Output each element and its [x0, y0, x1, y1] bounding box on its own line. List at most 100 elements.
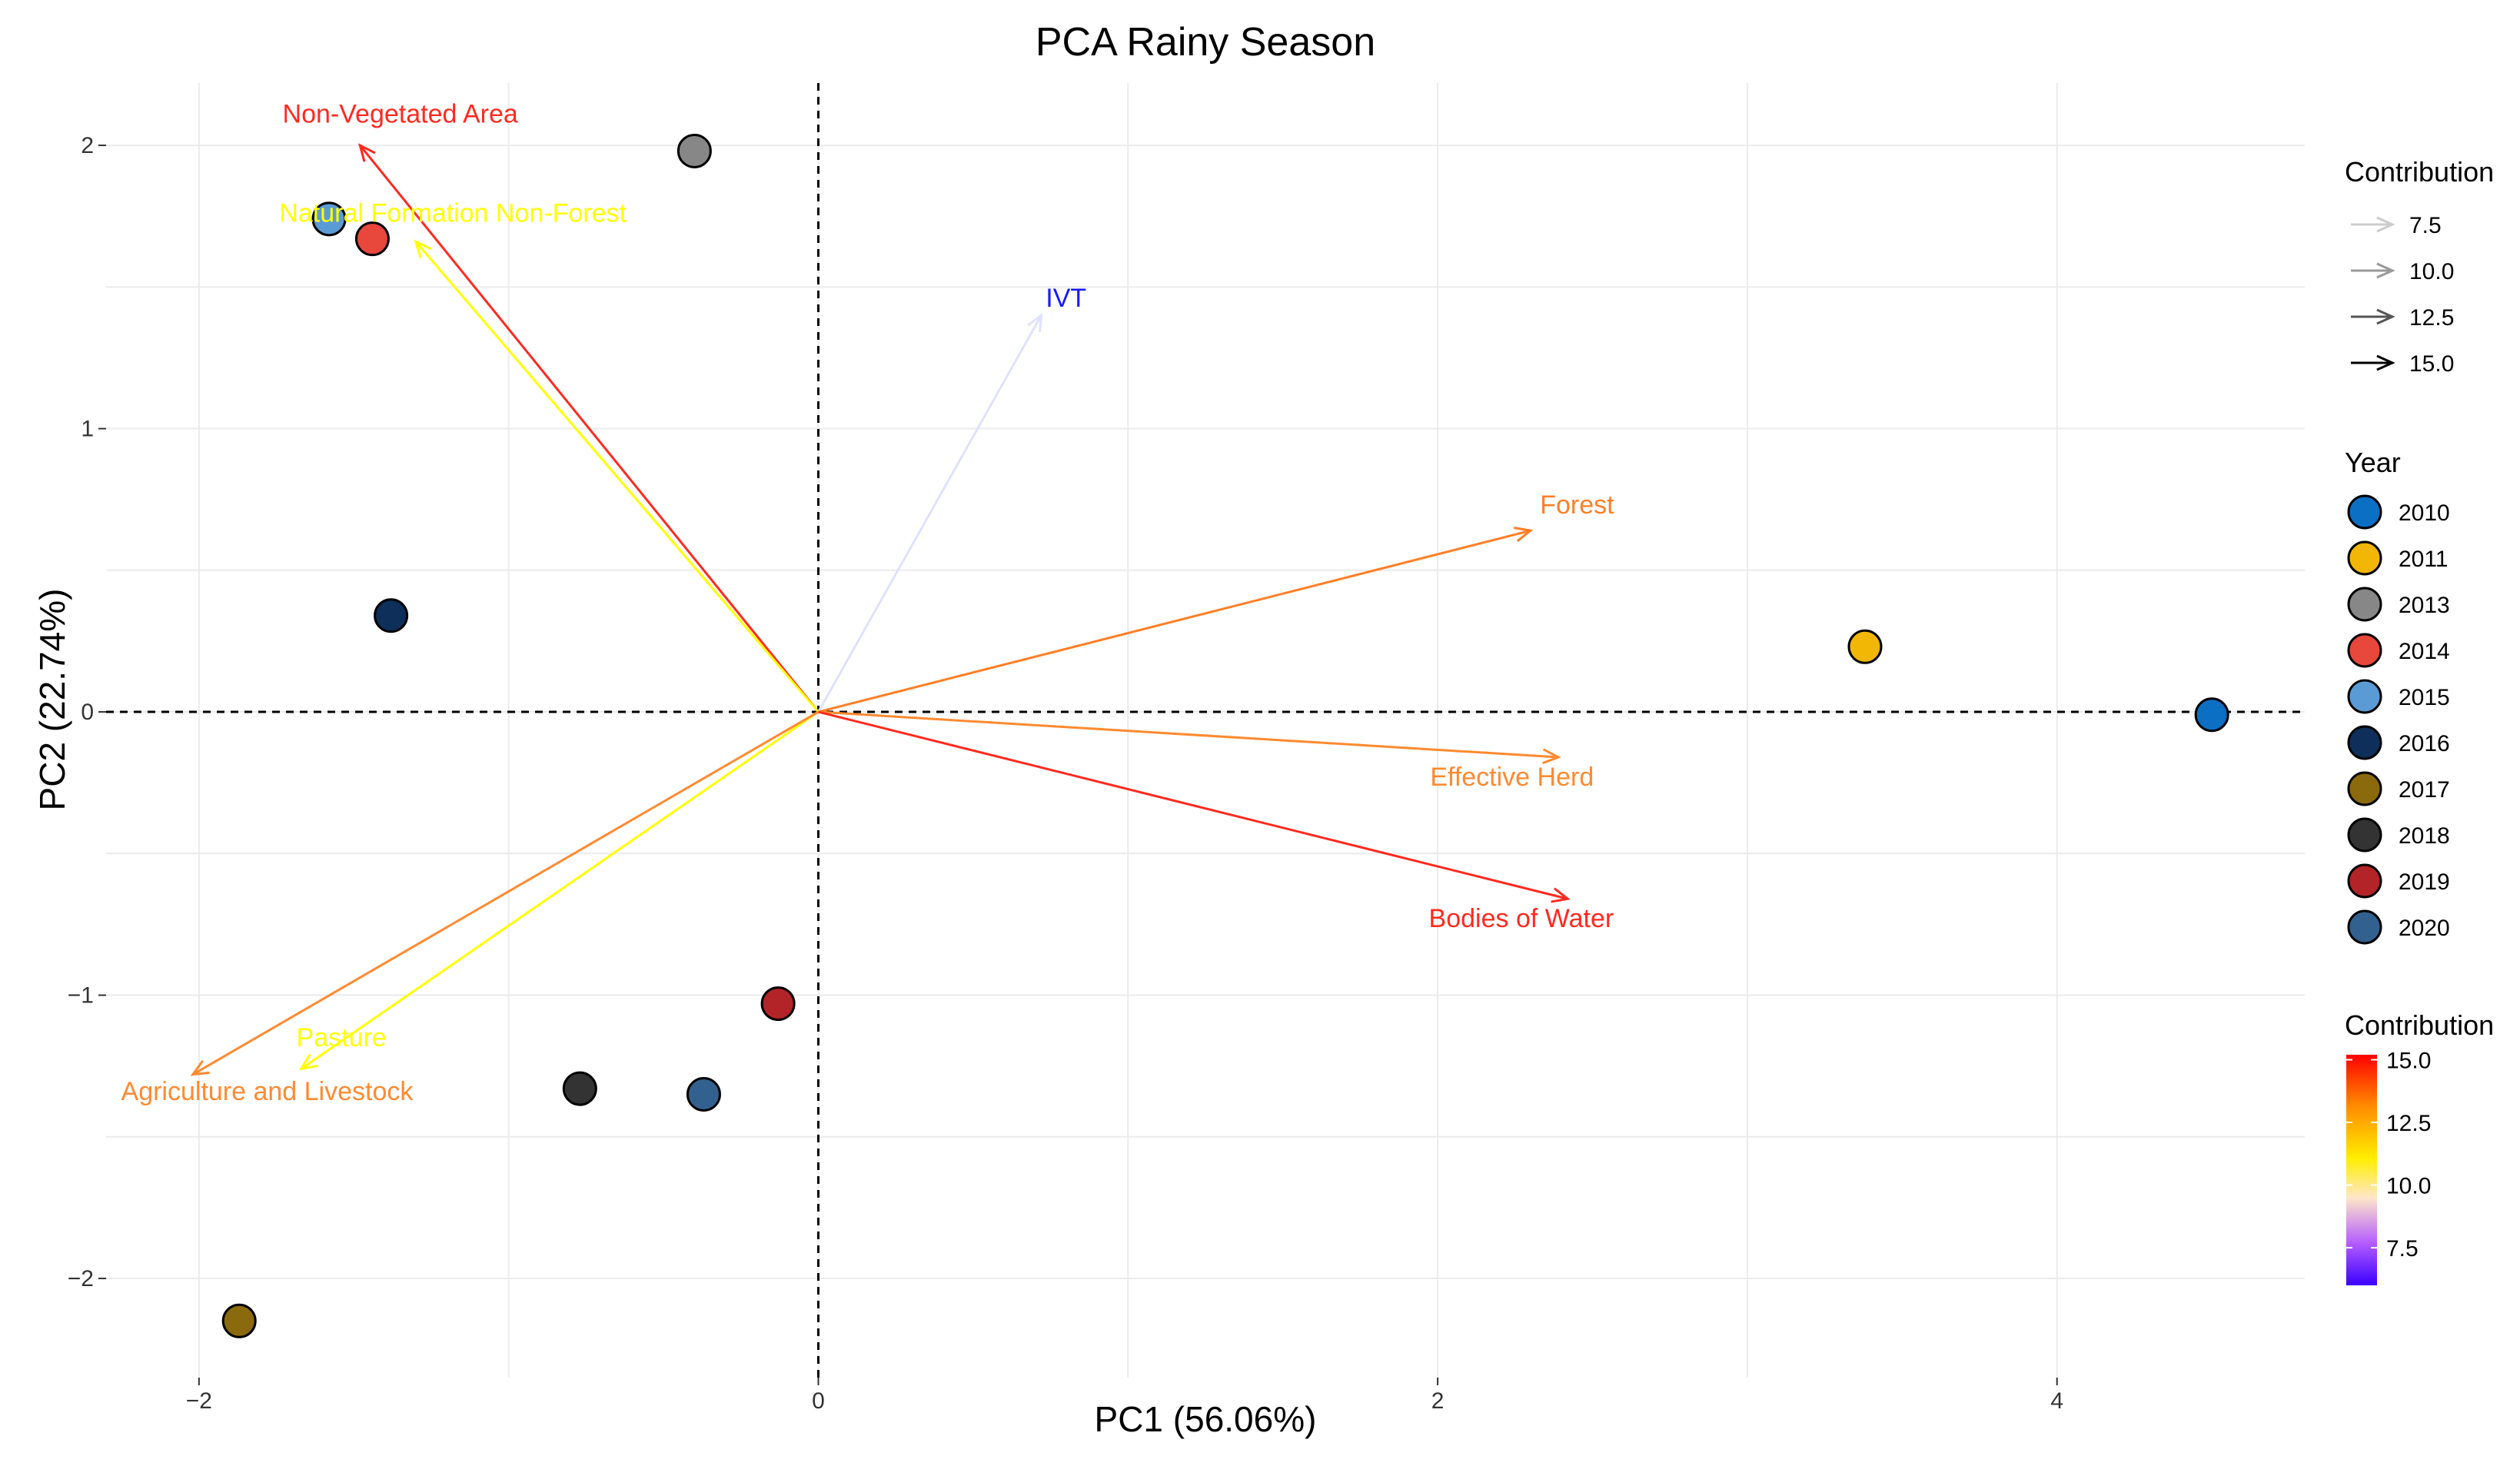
legend-year-label: 2019 [2399, 869, 2450, 895]
y-tick-label: −1 [68, 983, 94, 1009]
vector-label: Pasture [297, 1023, 387, 1052]
vector-label: Forest [1540, 490, 1614, 520]
legend-year-swatch [2347, 863, 2382, 899]
point-2015 [311, 201, 347, 237]
vector-arrow [818, 710, 1561, 765]
point-2017 [221, 1303, 257, 1338]
x-tick-label: −2 [186, 1388, 212, 1414]
vector-arrow [414, 239, 819, 713]
y-tick-label: 2 [81, 133, 94, 158]
legend-size-arrow [2351, 308, 2395, 325]
legend-year-label: 2018 [2399, 823, 2450, 849]
y-tick-label: 1 [81, 417, 94, 442]
legend-year-label: 2015 [2399, 685, 2450, 710]
point-2020 [686, 1077, 721, 1112]
grid [106, 83, 2305, 1378]
legend-year-label: 2014 [2399, 639, 2450, 664]
loading-vectors [190, 143, 1571, 1076]
vector-line [300, 710, 819, 1070]
legend-year: Year 2010 2011 2013 2014 2015 2016 2017 2018 201… [2345, 447, 2450, 945]
arrowhead [2376, 354, 2395, 371]
x-tick-label: 4 [2050, 1388, 2063, 1414]
legend-year-swatch [2347, 725, 2382, 760]
reference-lines [106, 83, 2305, 1378]
vector-arrow [357, 143, 819, 713]
arrowhead [190, 1060, 210, 1076]
legend-year-label: 2010 [2399, 500, 2450, 526]
legend-size-label: 10.0 [2409, 259, 2454, 284]
legend-year-swatch [2347, 679, 2382, 714]
arrowhead [298, 1053, 318, 1071]
chart-title: PCA Rainy Season [1036, 20, 1375, 65]
y-tick-label: 0 [81, 700, 94, 725]
vector-line [818, 529, 1531, 713]
vector-line [192, 710, 819, 1076]
legend-year-swatch [2347, 817, 2382, 853]
legend-size-label: 12.5 [2409, 305, 2454, 331]
legend-contribution-color: Contribution 15.0 12.5 10.0 7.5 [2345, 1009, 2494, 1285]
legend-year-swatch [2347, 494, 2382, 530]
x-tick-label: 0 [812, 1388, 825, 1414]
colorbar-label: 7.5 [2386, 1236, 2419, 1262]
arrowhead [1026, 312, 1043, 333]
point-2019 [760, 986, 796, 1022]
arrowhead [414, 239, 432, 258]
legend-year-swatch [2347, 909, 2382, 945]
legend-year-swatch [2347, 540, 2382, 576]
vector-arrow [818, 710, 1571, 903]
legend-year-label: 2020 [2399, 916, 2450, 941]
legend-year-label: 2011 [2399, 547, 2449, 572]
colorbar-label: 12.5 [2386, 1111, 2431, 1136]
point-2011 [1847, 629, 1883, 664]
legend-year-swatch [2347, 633, 2382, 668]
point-2014 [354, 221, 390, 257]
arrowhead [2376, 216, 2395, 233]
legend-contribution-size: Contribution 7.5 10.0 12.5 15.0 [2345, 156, 2494, 377]
legend-year-label: 2017 [2399, 777, 2450, 803]
vector-label: Natural Formation Non-Forest [279, 199, 627, 228]
legend-year-swatch [2347, 587, 2382, 622]
legend-year-label: 2016 [2399, 731, 2450, 756]
vector-labels: Non-Vegetated Area Natural Formation Non-… [121, 100, 1615, 1106]
vector-arrow [298, 710, 819, 1071]
arrowhead [1551, 887, 1571, 903]
arrowhead [2376, 308, 2395, 325]
vector-line [818, 710, 1568, 900]
vector-label: IVT [1046, 284, 1086, 313]
vector-label: Non-Vegetated Area [283, 100, 518, 129]
colorbar-label: 15.0 [2386, 1049, 2431, 1074]
legend-size-label: 7.5 [2409, 213, 2442, 238]
arrowhead [1542, 748, 1561, 765]
colorbar-label: 10.0 [2386, 1174, 2431, 1199]
colorbar [2346, 1055, 2377, 1285]
vector-line [817, 314, 1042, 713]
y-tick-label: −2 [68, 1266, 94, 1291]
legend-title: Contribution [2345, 1009, 2494, 1041]
legend-size-arrow [2351, 354, 2395, 371]
vector-label: Agriculture and Livestock [121, 1077, 414, 1106]
x-tick-label: 2 [1431, 1388, 1445, 1414]
vector-label: Bodies of Water [1429, 904, 1614, 933]
vector-arrow [818, 527, 1534, 713]
point-2016 [374, 598, 409, 633]
point-2010 [2194, 697, 2229, 733]
vector-label: Effective Herd [1430, 763, 1594, 792]
point-2013 [677, 133, 712, 168]
arrowhead [2376, 262, 2395, 279]
vector-arrow [817, 312, 1043, 713]
y-axis-title: PC2 (22.74%) [32, 589, 72, 811]
arrowhead [1514, 527, 1534, 543]
legend-year-swatch [2347, 771, 2382, 806]
score-points [221, 133, 2229, 1338]
vector-line [359, 145, 819, 713]
legend-size-arrow [2351, 216, 2395, 233]
legend-size-label: 15.0 [2409, 351, 2454, 377]
vector-line [414, 241, 819, 713]
vector-line [818, 710, 1559, 759]
legend-year-label: 2013 [2399, 593, 2450, 618]
vector-arrow [190, 710, 819, 1076]
point-2018 [562, 1071, 597, 1106]
legend-title: Contribution [2345, 156, 2494, 188]
legend-size-arrow [2351, 262, 2395, 279]
